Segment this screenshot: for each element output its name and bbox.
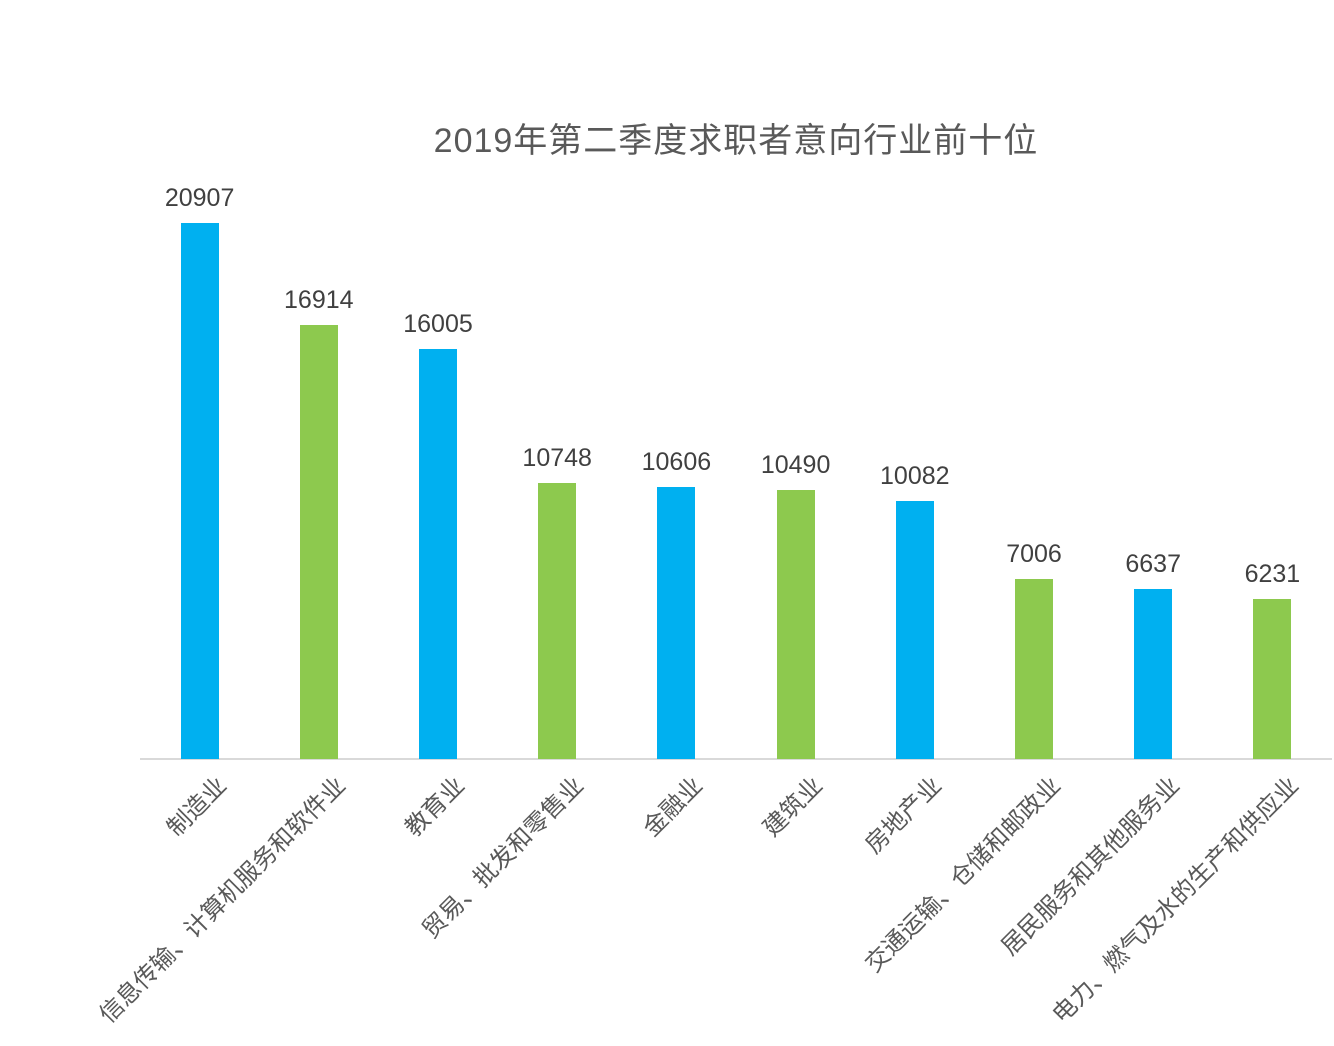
- category-label-6: 建筑业: [757, 772, 828, 843]
- bar-6: [776, 490, 815, 759]
- bar-value-label-8: 7006: [1006, 540, 1062, 568]
- bar-value-label-7: 10082: [880, 462, 950, 490]
- bar-1: [180, 223, 219, 759]
- category-label-1: 制造业: [161, 772, 232, 843]
- bar-8: [1015, 579, 1053, 759]
- bar-2: [299, 325, 338, 759]
- bar-4: [538, 483, 577, 759]
- category-label-7: 房地产业: [859, 772, 947, 859]
- bar-value-label-1: 20907: [164, 184, 235, 212]
- bar-9: [1134, 589, 1173, 759]
- bar-value-label-2: 16914: [284, 286, 354, 314]
- category-label-10: 电力、燃气及水的生产和供应业: [1047, 772, 1305, 1029]
- category-label-5: 金融业: [638, 772, 709, 843]
- bar-value-label-10: 6231: [1244, 560, 1301, 588]
- bar-10: [1253, 599, 1292, 759]
- bar-value-label-9: 6637: [1125, 550, 1181, 578]
- category-label-8: 交通运输、仓储和邮政业: [860, 772, 1067, 978]
- bar-5: [657, 487, 696, 759]
- chart-title: 2019年第二季度求职者意向行业前十位: [433, 122, 1039, 160]
- bar-value-label-5: 10606: [641, 448, 712, 476]
- category-label-3: 教育业: [400, 772, 471, 843]
- bar-value-label-6: 10490: [760, 451, 831, 479]
- bar-3: [419, 349, 457, 759]
- x-axis-line: [140, 758, 1332, 760]
- category-label-2: 信息传输、计算机服务和软件业: [94, 772, 351, 1029]
- bar-value-label-3: 16005: [403, 310, 473, 338]
- bar-7: [895, 501, 934, 759]
- bar-value-label-4: 10748: [522, 444, 592, 472]
